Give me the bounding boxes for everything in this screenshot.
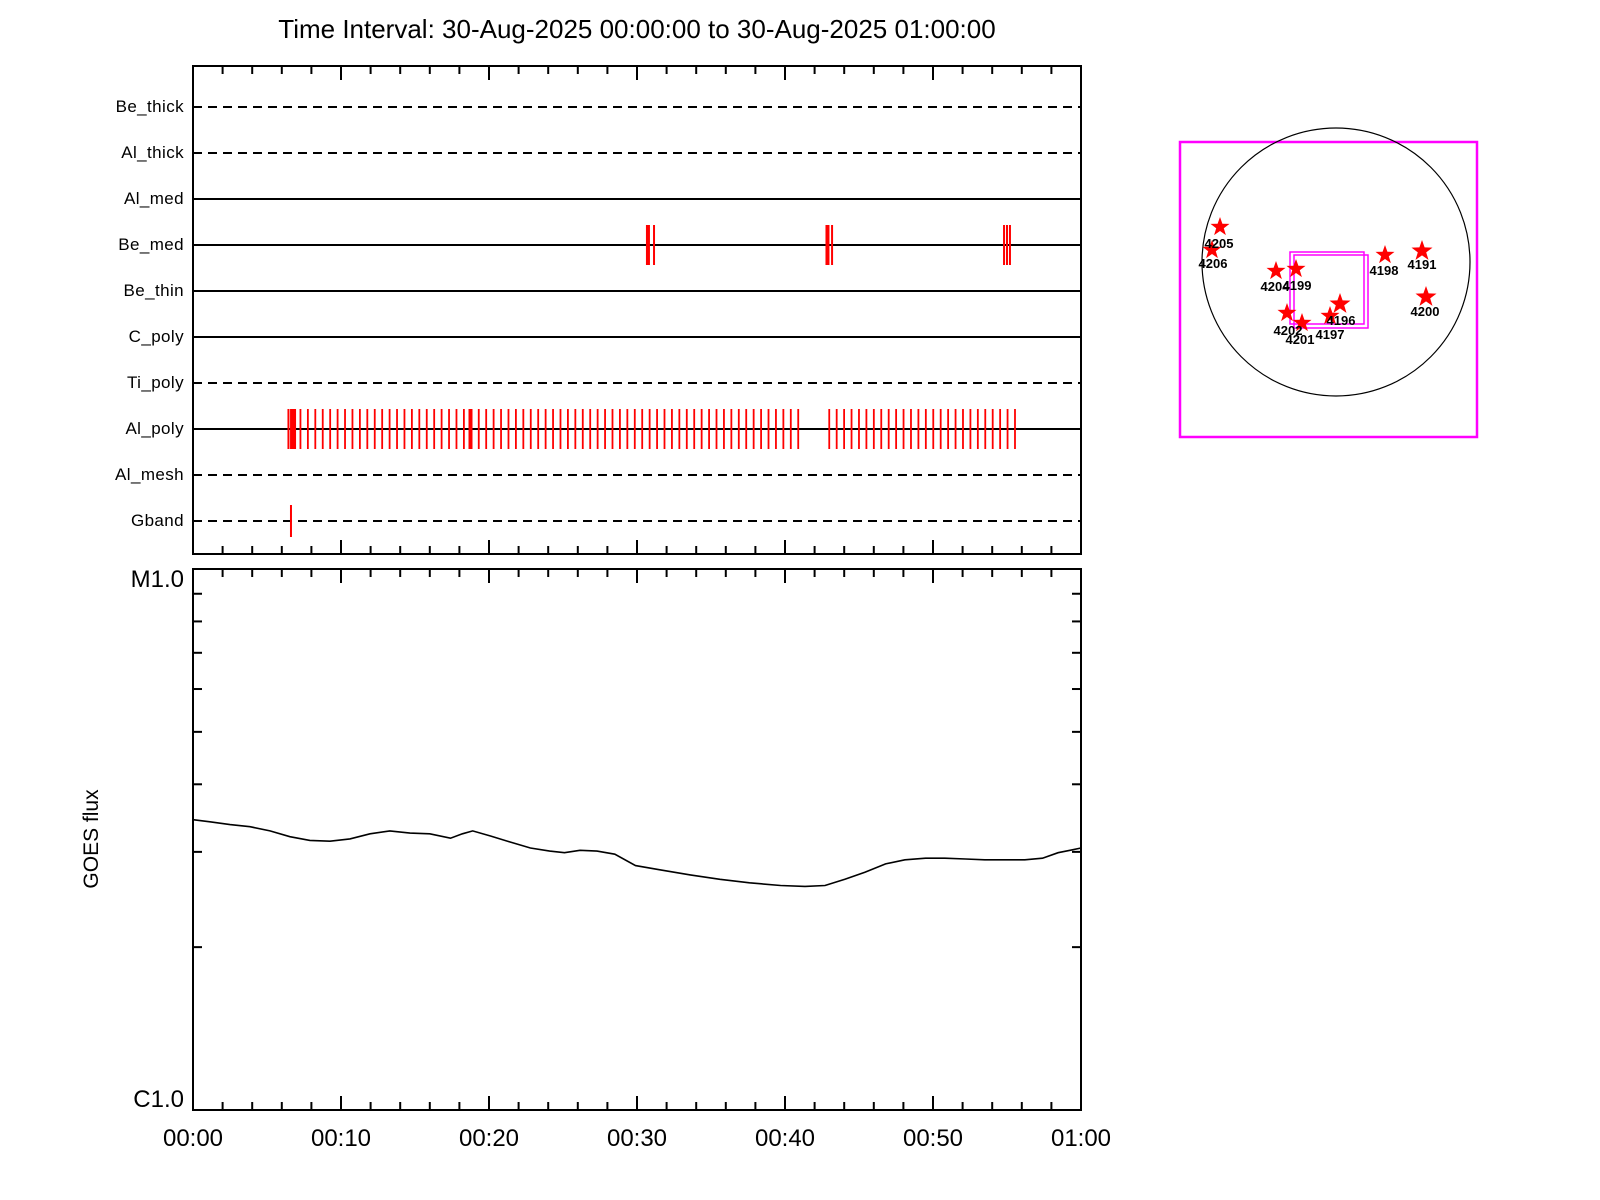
active-region-star-4200 xyxy=(1415,286,1437,306)
timeline-row-Be_med xyxy=(193,225,1081,265)
active-region-label-4201: 4201 xyxy=(1286,332,1315,347)
active-region-label-4191: 4191 xyxy=(1408,257,1437,272)
active-region-label-4204: 4204 xyxy=(1261,279,1291,294)
timeline-row-Al_poly xyxy=(193,409,1081,449)
pointing-fov-box-1 xyxy=(1293,254,1369,329)
timeline-row-Gband xyxy=(193,505,1081,537)
timeline-row-label-Al_med: Al_med xyxy=(123,189,184,208)
timeline-row-label-Al_mesh: Al_mesh xyxy=(115,465,184,484)
timeline-row-label-Al_poly: Al_poly xyxy=(125,419,184,438)
time-axis-label-00:30: 00:30 xyxy=(606,1125,668,1152)
timeline-row-label-Ti_poly: Ti_poly xyxy=(127,373,184,392)
active-region-label-4198: 4198 xyxy=(1370,263,1399,278)
active-region-label-4199: 4199 xyxy=(1283,278,1312,293)
active-region-star-4197 xyxy=(1320,306,1340,325)
active-region-label-4206: 4206 xyxy=(1199,256,1228,271)
time-axis-label-00:10: 00:10 xyxy=(310,1125,372,1152)
axes xyxy=(192,66,1082,1110)
map-outer-box xyxy=(1178,140,1479,439)
active-region-star-4205 xyxy=(1210,217,1230,236)
timeline-row-label-Be_thick: Be_thick xyxy=(115,97,184,116)
active-region-star-4191 xyxy=(1411,240,1433,260)
time-axis-label-01:00: 01:00 xyxy=(1050,1125,1112,1152)
timeline-row-label-C_poly: C_poly xyxy=(128,327,184,346)
active-region-label-4202: 4202 xyxy=(1274,323,1303,338)
active-region-star-4201 xyxy=(1292,313,1312,332)
goes-y-axis-bottom-label: C1.0 xyxy=(133,1086,184,1113)
active-region-label-4196: 4196 xyxy=(1327,313,1356,328)
timeline-panel-border xyxy=(192,65,1082,555)
timeline-row-label-Be_thin: Be_thin xyxy=(123,281,184,300)
timeline-row-label-Gband: Gband xyxy=(130,511,184,530)
active-region-star-4196 xyxy=(1329,293,1351,313)
pointing-fov-box-0 xyxy=(1289,251,1365,325)
plot-title: Time Interval: 30-Aug-2025 00:00:00 to 3… xyxy=(278,14,996,44)
active-region-star-4206 xyxy=(1202,240,1222,259)
goes-panel-border xyxy=(192,568,1082,1111)
time-axis-label-00:50: 00:50 xyxy=(902,1125,964,1152)
goes-y-axis-top-label: M1.0 xyxy=(130,566,184,593)
timeline-row-label-Al_thick: Al_thick xyxy=(121,143,184,162)
active-region-label-4205: 4205 xyxy=(1205,236,1234,251)
time-axis-label-00:00: 00:00 xyxy=(162,1125,224,1152)
active-region-label-4197: 4197 xyxy=(1316,327,1345,342)
goes-flux-curve xyxy=(192,818,1082,888)
active-region-star-4199 xyxy=(1286,259,1306,278)
time-axis-label-00:40: 00:40 xyxy=(754,1125,816,1152)
time-axis-label-00:20: 00:20 xyxy=(458,1125,520,1152)
solar-disk-limb xyxy=(1201,127,1471,397)
active-region-star-4202 xyxy=(1277,303,1297,322)
timeline-row-label-Be_med: Be_med xyxy=(118,235,184,254)
goes-y-axis-title: GOES flux xyxy=(80,789,103,889)
active-region-label-4200: 4200 xyxy=(1411,304,1440,319)
active-region-star-4198 xyxy=(1375,245,1395,264)
active-region-star-4204 xyxy=(1266,261,1286,280)
